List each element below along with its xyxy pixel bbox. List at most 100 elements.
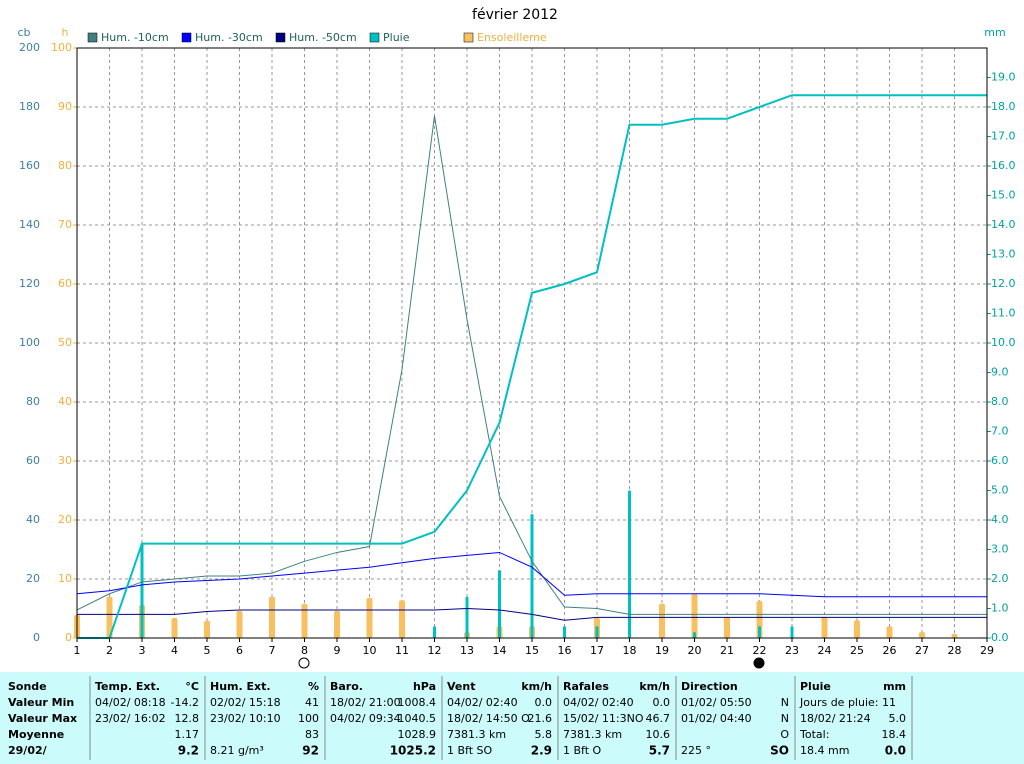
- series-line: [77, 607, 987, 621]
- cell-value: 18.4: [882, 728, 907, 741]
- y-tick-label: 0: [33, 631, 40, 644]
- bar: [301, 603, 308, 638]
- cell-text: 01/02/ 05:50: [681, 696, 752, 709]
- y-tick-label: 200: [19, 41, 40, 54]
- cell-value: 21.6: [528, 712, 553, 725]
- x-tick-label: 8: [301, 644, 308, 657]
- bar: [595, 626, 599, 638]
- bar: [691, 593, 698, 638]
- cell-value: 5.0: [889, 712, 907, 725]
- y3-tick-label: 20: [58, 513, 72, 526]
- bar: [919, 632, 925, 638]
- y2-tick-label: 18.0: [991, 100, 1016, 113]
- cell-text: Total:: [799, 728, 829, 741]
- cell-text: 7381.3 km: [563, 728, 622, 741]
- cell-text: 23/02/ 16:02: [95, 712, 166, 725]
- cell-value: 12.8: [175, 712, 200, 725]
- plot-frame: [76, 47, 988, 639]
- row-label: 29/02/: [8, 744, 48, 757]
- bar: [886, 626, 893, 638]
- cell-text: 04/02/ 02:40: [447, 696, 518, 709]
- x-tick-label: 26: [883, 644, 897, 657]
- column-title: Pluie: [800, 680, 831, 693]
- column-title: Temp. Ext.: [95, 680, 160, 693]
- y2-tick-label: 17.0: [991, 130, 1016, 143]
- cell-text: 15/02/ 11:3NO: [563, 712, 644, 725]
- cell-text: 1 Bft SO: [447, 744, 493, 757]
- bar: [236, 610, 243, 638]
- bar: [366, 597, 373, 638]
- y-tick-label: 180: [19, 100, 40, 113]
- x-tick-label: 29: [980, 644, 994, 657]
- x-tick-label: 22: [753, 644, 767, 657]
- y-tick-label: 100: [19, 336, 40, 349]
- y2-tick-label: 3.0: [991, 543, 1009, 556]
- y2-tick-label: 5.0: [991, 484, 1009, 497]
- y-tick-label: 140: [19, 218, 40, 231]
- x-tick-label: 17: [590, 644, 604, 657]
- cell-text: 01/02/ 04:40: [681, 712, 752, 725]
- grid: 1 2 3 4 5 6 7 8 9 10 11 12 13 14 15 16 17 18 19 20 21 22 23 24 2…: [19, 41, 1016, 657]
- bar: [563, 626, 566, 638]
- cell-text: 225 °: [681, 744, 711, 757]
- column-title: Hum. Ext.: [210, 680, 271, 693]
- row-label: Valeur Min: [8, 696, 74, 709]
- cell-text: 23/02/ 10:10: [210, 712, 281, 725]
- y2-tick-label: 1.0: [991, 602, 1009, 615]
- y-tick-label: 40: [26, 513, 40, 526]
- y3-tick-label: 30: [58, 454, 72, 467]
- y3-tick-label: 10: [58, 572, 72, 585]
- y2-tick-label: 12.0: [991, 277, 1016, 290]
- bar: [399, 600, 405, 638]
- cell-value: 9.2: [178, 744, 199, 758]
- bar: [821, 616, 828, 638]
- y-tick-label: 60: [26, 454, 40, 467]
- bar: [269, 596, 275, 638]
- y2-tick-label: 19.0: [991, 71, 1016, 84]
- cell-value: O: [780, 728, 789, 741]
- cell-text: 18/02/ 14:50 O: [447, 712, 530, 725]
- bar: [433, 626, 436, 638]
- x-tick-label: 28: [948, 644, 962, 657]
- cell-value: 1.17: [175, 728, 200, 741]
- cell-value: N: [781, 712, 789, 725]
- cell-value: 100: [298, 712, 319, 725]
- column-unit: hPa: [413, 680, 436, 693]
- cell-text: 8.21 g/m³: [210, 744, 264, 757]
- bar: [854, 620, 860, 638]
- x-tick-label: 25: [850, 644, 864, 657]
- stats-table: Sonde Valeur Min Valeur Max Moyenne 29/02/Te…: [8, 676, 913, 760]
- cell-text: 18.4 mm: [800, 744, 849, 757]
- y3-tick-label: 40: [58, 395, 72, 408]
- cell-text: 04/02/ 09:34: [330, 712, 401, 725]
- cell-text: 18/02/ 21:24: [800, 712, 871, 725]
- x-tick-label: 4: [171, 644, 178, 657]
- x-tick-label: 21: [720, 644, 734, 657]
- bar: [693, 632, 696, 638]
- x-tick-label: 9: [334, 644, 341, 657]
- marks: [74, 94, 987, 639]
- cell-text: 18/02/ 21:00: [330, 696, 401, 709]
- cell-value: 2.9: [531, 744, 552, 758]
- bar: [171, 617, 178, 638]
- bar: [530, 514, 534, 638]
- legend-swatch: [275, 32, 286, 43]
- cell-value: 10.6: [646, 728, 671, 741]
- y3-axis-label: h: [62, 26, 69, 39]
- bar: [628, 490, 631, 638]
- cell-value: 46.7: [646, 712, 671, 725]
- cell-value: 1008.4: [398, 696, 437, 709]
- y2-tick-label: 2.0: [991, 572, 1009, 585]
- y3-tick-label: 90: [58, 100, 72, 113]
- legend-swatch: [463, 32, 474, 43]
- y2-tick-label: 8.0: [991, 395, 1009, 408]
- cell-text: 02/02/ 15:18: [210, 696, 281, 709]
- legend-label: Hum. -10cm: [101, 31, 169, 44]
- bar: [334, 610, 340, 638]
- y2-tick-label: 9.0: [991, 366, 1009, 379]
- bar: [659, 603, 665, 638]
- bar: [106, 596, 113, 638]
- x-tick-label: 18: [623, 644, 637, 657]
- legend-swatch: [181, 32, 192, 43]
